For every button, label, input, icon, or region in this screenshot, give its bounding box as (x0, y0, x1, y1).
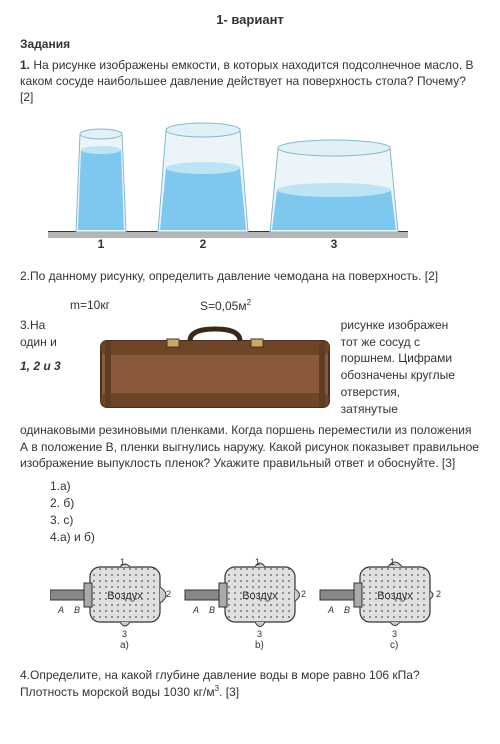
beaker-label-2: 2 (200, 237, 207, 250)
variant-title: 1- вариант (20, 12, 480, 27)
q3-right-f: затянутые (341, 401, 480, 418)
q3-right-b: тот же сосуд с (341, 334, 480, 351)
svg-text:3: 3 (122, 629, 127, 639)
svg-text:3: 3 (392, 629, 397, 639)
svg-text:a): a) (120, 640, 129, 650)
q3-right-a: рисунке изображен (341, 317, 480, 334)
q3-tail: одинаковыми резиновыми пленками. Когда п… (20, 422, 480, 472)
area-value: S=0,05м2 (200, 298, 251, 313)
task-2-formulas: m=10кг S=0,05м2 (70, 298, 480, 313)
svg-text:1: 1 (255, 557, 260, 567)
opt-b: 2. б) (50, 495, 480, 512)
suitcase-figure (95, 323, 335, 416)
task-3-block: 3.На один и 1, 2 и 3 рисунке изображен т… (20, 317, 480, 472)
pistons-figure: Воздух 1 2 3 A B a) Воздух 1 2 3 A B b) (50, 555, 480, 653)
task-4-text: 4.Определите, на какой глубине давление … (20, 667, 480, 699)
q3-right-e: отверстия, (341, 384, 480, 401)
svg-text:2: 2 (301, 589, 306, 599)
svg-text:1: 1 (390, 557, 395, 567)
svg-text:2: 2 (166, 589, 171, 599)
mass-value: m=10кг (70, 298, 110, 313)
opt-d: 4.a) и б) (50, 529, 480, 546)
svg-text:Воздух: Воздух (377, 590, 413, 602)
task-2-text: 2.По данному рисунку, определить давлени… (20, 268, 480, 284)
beaker-label-3: 3 (331, 237, 338, 250)
svg-text:A: A (57, 605, 64, 615)
tasks-header: Задания (20, 37, 480, 51)
task-1: 1. На рисунке изображены емкости, в кото… (20, 57, 480, 106)
svg-text:B: B (344, 605, 350, 615)
beaker-label-1: 1 (98, 237, 105, 250)
svg-text:B: B (209, 605, 215, 615)
svg-text:c): c) (390, 640, 398, 650)
opt-a: 1.a) (50, 478, 480, 495)
svg-text:1: 1 (120, 557, 125, 567)
svg-text:b): b) (255, 640, 264, 650)
q3-left-b: один и (20, 334, 65, 351)
q3-left-a: 3.На (20, 317, 65, 334)
opt-c: 3. c) (50, 512, 480, 529)
task-1-text: На рисунке изображены емкости, в которых… (20, 58, 474, 104)
beakers-figure: 1 2 3 (48, 120, 480, 250)
svg-text:B: B (74, 605, 80, 615)
svg-text:3: 3 (257, 629, 262, 639)
svg-text:Воздух: Воздух (242, 590, 278, 602)
svg-text:A: A (192, 605, 199, 615)
q3-right-c: поршнем. Цифрами (341, 350, 480, 367)
svg-text:Воздух: Воздух (107, 590, 143, 602)
svg-text:A: A (327, 605, 334, 615)
q3-right-d: обозначены круглые (341, 367, 480, 384)
svg-text:2: 2 (436, 589, 441, 599)
task-3-options: 1.a) 2. б) 3. c) 4.a) и б) (50, 478, 480, 545)
task-1-number: 1. (20, 58, 30, 72)
q3-left-c: 1, 2 и 3 (20, 358, 65, 375)
